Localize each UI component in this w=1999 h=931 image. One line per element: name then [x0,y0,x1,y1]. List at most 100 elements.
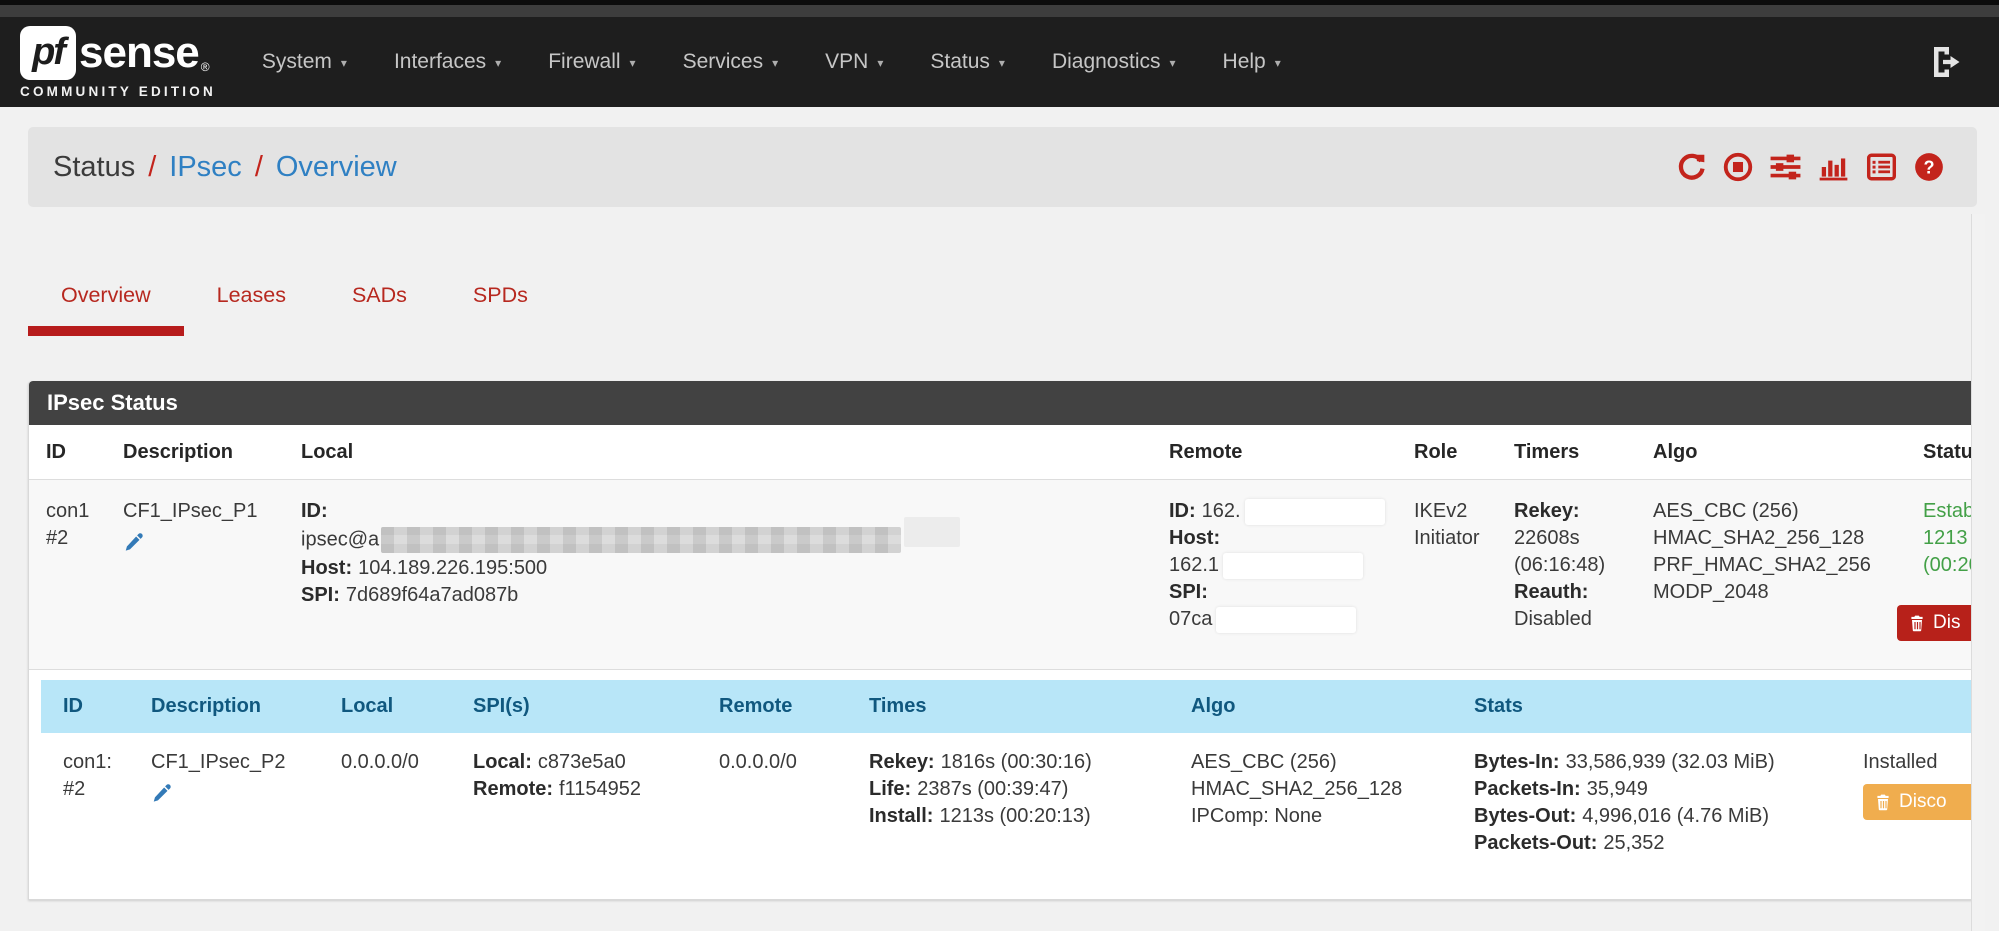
pfsense-logo[interactable]: pf sense ® COMMUNITY EDITION [20,25,216,99]
menu-vpn[interactable]: VPN ▾ [825,50,884,73]
redacted-value [1244,498,1385,525]
p2-remote-cell: 0.0.0.0/0 [697,733,847,881]
col-role: Role [1397,425,1497,480]
redacted-blur [904,517,961,547]
chevron-down-icon: ▾ [1169,56,1176,70]
col-local: Local [284,425,1152,480]
p2-local-cell: 0.0.0.0/0 [319,733,451,881]
p1-description-cell: CF1_IPsec_P1 [106,479,284,670]
p2-stats-cell: Bytes-In: 33,586,939 (32.03 MiB) Packets-… [1452,733,1841,881]
edit-pencil-icon[interactable] [123,531,145,561]
p2-header-row: ID Description Local SPI(s) Remote Times… [41,680,1985,733]
status-installed: Installed [1863,751,1938,773]
p1-id-cell: con1 #2 [29,479,106,670]
pf-logo-box: pf [20,25,76,80]
tab-overview[interactable]: Overview [28,283,184,336]
chevron-down-icon: ▾ [629,56,636,70]
p1-role-cell: IKEv2 Initiator [1397,479,1497,670]
edit-pencil-icon[interactable] [151,782,173,812]
col-algo: Algo [1169,680,1452,733]
breadcrumb-status: Status [53,150,136,183]
menu-services[interactable]: Services ▾ [682,50,779,73]
breadcrumb-separator: / [254,150,263,183]
col-id: ID [29,425,106,480]
breadcrumb-bar: Status / IPsec / Overview ? [28,127,1977,207]
sign-out-icon[interactable] [1929,44,1969,80]
menu-status[interactable]: Status ▾ [930,50,1005,73]
ipsec-p2-table: ID Description Local SPI(s) Remote Times… [41,680,1985,881]
chevron-down-icon: ▾ [998,56,1005,70]
chevron-down-icon: ▾ [1274,56,1281,70]
chevron-down-icon: ▾ [877,56,884,70]
p2-status-cell: Installed Disco [1841,733,1985,881]
registered-mark: ® [200,59,210,74]
table-row: con1: #2 CF1_IPsec_P2 0.0.0.0/0 Local: c8… [41,733,1985,881]
breadcrumb-ipsec-link[interactable]: IPsec [169,150,242,183]
brand-name: sense [79,27,200,77]
panel-title: IPsec Status [29,381,1985,425]
page-content: Status / IPsec / Overview ? [0,107,1985,931]
p2-id-cell: con1: #2 [41,733,129,881]
main-menu: System ▾ Interfaces ▾ Firewall ▾ Services ▾ … [262,50,1929,74]
breadcrumb: Status / IPsec / Overview [53,151,397,184]
col-spis: SPI(s) [451,680,697,733]
disconnect-p2-button[interactable]: Disco [1863,784,1985,820]
top-navbar: pf sense ® COMMUNITY EDITION System ▾ Int… [0,17,1999,107]
chevron-down-icon: ▾ [495,56,502,70]
chevron-down-icon: ▾ [772,56,779,70]
table-row: con1 #2 CF1_IPsec_P1 ID: ipsec@a Host: 10… [29,479,1985,670]
p1-remote-cell: ID: 162. Host: 162.1 SPI: 07ca [1152,479,1397,670]
tab-bar: Overview Leases SADs SPDs [28,283,1985,336]
brand-edition: COMMUNITY EDITION [20,83,216,99]
col-algo: Algo [1636,425,1906,480]
svg-text:?: ? [1923,157,1934,177]
disconnect-p1-button[interactable]: Dis [1897,605,1985,641]
breadcrumb-separator: / [148,150,157,183]
sliders-icon[interactable] [1769,151,1802,183]
p1-algo-cell: AES_CBC (256) HMAC_SHA2_256_128 PRF_HMAC… [1636,479,1906,670]
top-strip [0,0,1999,5]
p1-timers-cell: Rekey: 22608s (06:16:48) Reauth: Disable… [1497,479,1636,670]
col-description: Description [106,425,284,480]
col-times: Times [847,680,1169,733]
page-action-icons: ? [1675,151,1945,183]
redacted-blur [381,527,902,553]
tab-spds[interactable]: SPDs [472,283,528,307]
menu-interfaces[interactable]: Interfaces ▾ [393,50,502,73]
child-sa-section: ID Description Local SPI(s) Remote Times… [29,670,1985,899]
help-icon[interactable]: ? [1913,151,1945,183]
menu-system[interactable]: System ▾ [261,50,347,73]
redacted-value [1216,606,1357,633]
col-remote: Remote [697,680,847,733]
col-id: ID [41,680,129,733]
col-remote: Remote [1152,425,1397,480]
col-description: Description [129,680,319,733]
window-strip [0,5,1999,17]
p2-spis-cell: Local: c873e5a0 Remote: f1154952 [451,733,697,881]
vertical-scrollbar[interactable] [1971,214,1985,931]
status-established: Establ [1923,500,1979,522]
tab-sads[interactable]: SADs [351,283,407,307]
breadcrumb-overview-link[interactable]: Overview [275,150,397,183]
ipsec-p1-table: ID Description Local Remote Role Timers … [29,425,1985,670]
chevron-down-icon: ▾ [340,56,347,70]
stop-icon[interactable] [1722,151,1754,183]
col-timers: Timers [1497,425,1636,480]
p2-description-cell: CF1_IPsec_P2 [129,733,319,881]
log-list-icon[interactable] [1865,151,1898,183]
col-local: Local [319,680,451,733]
ipsec-status-panel: IPsec Status ID Description Local Remote… [28,381,1985,900]
p2-algo-cell: AES_CBC (256) HMAC_SHA2_256_128 IPComp: … [1169,733,1452,881]
redacted-value [1223,552,1364,579]
refresh-icon[interactable] [1675,151,1707,183]
tab-leases[interactable]: Leases [216,283,286,307]
col-stats: Stats [1452,680,1841,733]
p2-times-cell: Rekey: 1816s (00:30:16) Life: 2387s (00:39… [847,733,1169,881]
menu-help[interactable]: Help ▾ [1222,50,1281,73]
p1-header-row: ID Description Local Remote Role Timers … [29,425,1985,480]
menu-firewall[interactable]: Firewall ▾ [548,50,636,73]
bar-chart-icon[interactable] [1817,151,1850,183]
col-status-blank [1841,680,1985,733]
menu-diagnostics[interactable]: Diagnostics ▾ [1051,50,1176,73]
p1-local-cell: ID: ipsec@a Host: 104.189.226.195:500 SPI… [284,479,1152,670]
